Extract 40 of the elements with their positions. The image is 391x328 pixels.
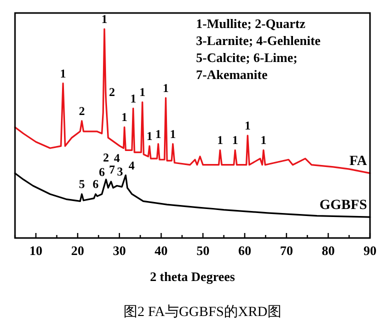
annotation: 2 [78, 104, 85, 118]
annotation: 1 [101, 12, 108, 26]
annotation: 7 [109, 162, 116, 176]
annotation: 2 [109, 85, 116, 100]
annotation: 2 [103, 150, 110, 164]
text: 图2 FA与GGBFS的XRD图 [123, 304, 282, 320]
series-label: GGBFS [320, 198, 368, 214]
x-tick-label: 30 [112, 243, 126, 258]
annotation: 1 [170, 126, 176, 141]
annotation: 1 [260, 133, 266, 148]
annotation: 1 [139, 85, 146, 100]
x-tick-label: 60 [238, 243, 252, 258]
annotation: 6 [98, 165, 105, 180]
annotation: 1 [217, 133, 224, 148]
annotation: 7-Akemanite [196, 67, 268, 82]
annotation: 1 [130, 91, 136, 106]
annotation: 1 [155, 126, 162, 141]
x-tick-label: 70 [280, 243, 293, 258]
x-tick-label: 90 [364, 243, 376, 258]
annotation: 1 [121, 110, 128, 124]
annotation: 1 [232, 133, 238, 148]
x-tick-label: 50 [196, 243, 210, 258]
annotation: 5-Calcite; 6-Lime; [196, 50, 298, 65]
annotation: 4 [114, 150, 120, 165]
annotation: 5 [78, 177, 85, 192]
series-label: FA [349, 154, 368, 170]
annotation: 3 [117, 164, 124, 179]
annotation: 1 [60, 66, 66, 80]
annotation: 1-Mullite; 2-Quartz [196, 16, 306, 31]
annotation: 3-Larnite; 4-Gehlenite [196, 33, 321, 48]
annotation: 6 [92, 177, 99, 192]
annotation: 1 [162, 80, 169, 95]
annotation: 4 [128, 158, 135, 172]
x-axis-title: 2 theta Degrees [150, 269, 235, 284]
x-tick-label: 10 [29, 243, 42, 258]
x-tick-label: 80 [322, 243, 335, 258]
x-tick-label: 20 [71, 243, 84, 258]
annotation: 1 [244, 118, 251, 133]
annotation: 1 [146, 129, 152, 144]
x-tick-label: 40 [154, 243, 168, 258]
